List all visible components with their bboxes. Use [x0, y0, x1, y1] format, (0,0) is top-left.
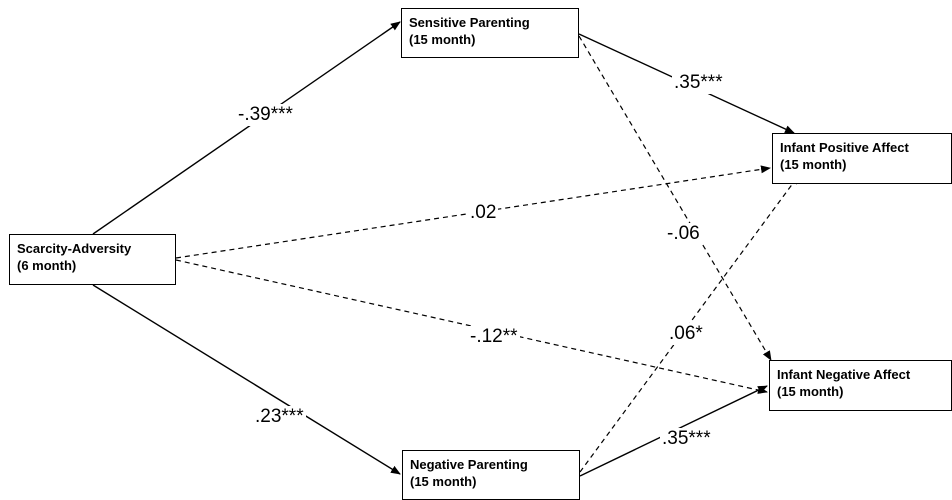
node-negative-parenting-title: Negative Parenting [410, 457, 528, 472]
node-infant-negative-affect: Infant Negative Affect (15 month) [769, 360, 952, 411]
path-scarcity-to-sensitive [92, 21, 401, 235]
coef-sensitive-to-positive-affect: .35*** [672, 72, 725, 94]
node-negative-parenting-timepoint: (15 month) [410, 474, 477, 489]
coef-negative-to-positive-affect: .06* [667, 323, 705, 345]
node-sensitive-parenting-title: Sensitive Parenting [409, 15, 530, 30]
node-infant-positive-affect-timepoint: (15 month) [780, 157, 847, 172]
node-infant-negative-affect-timepoint: (15 month) [777, 384, 844, 399]
coef-scarcity-to-positive-affect: .02 [468, 202, 499, 224]
node-infant-positive-affect-title: Infant Positive Affect [780, 140, 909, 155]
coef-negative-to-negative-affect: .35*** [660, 428, 713, 450]
path-scarcity-to-negative [92, 284, 401, 475]
node-scarcity-adversity: Scarcity-Adversity (6 month) [9, 234, 176, 285]
path-scarcity-to-negative-affect [175, 259, 768, 394]
node-scarcity-adversity-title: Scarcity-Adversity [17, 241, 132, 256]
coef-scarcity-to-sensitive: -.39*** [236, 104, 295, 126]
node-scarcity-adversity-timepoint: (6 month) [17, 258, 77, 273]
node-negative-parenting: Negative Parenting (15 month) [402, 450, 580, 500]
node-infant-positive-affect: Infant Positive Affect (15 month) [772, 133, 952, 184]
coef-sensitive-to-negative-affect: -.06 [665, 223, 702, 245]
node-infant-negative-affect-title: Infant Negative Affect [777, 367, 911, 382]
coef-scarcity-to-negative-affect: -.12** [468, 326, 520, 348]
coef-scarcity-to-negative: .23*** [253, 406, 306, 428]
node-sensitive-parenting-timepoint: (15 month) [409, 32, 476, 47]
node-sensitive-parenting: Sensitive Parenting (15 month) [401, 8, 579, 58]
